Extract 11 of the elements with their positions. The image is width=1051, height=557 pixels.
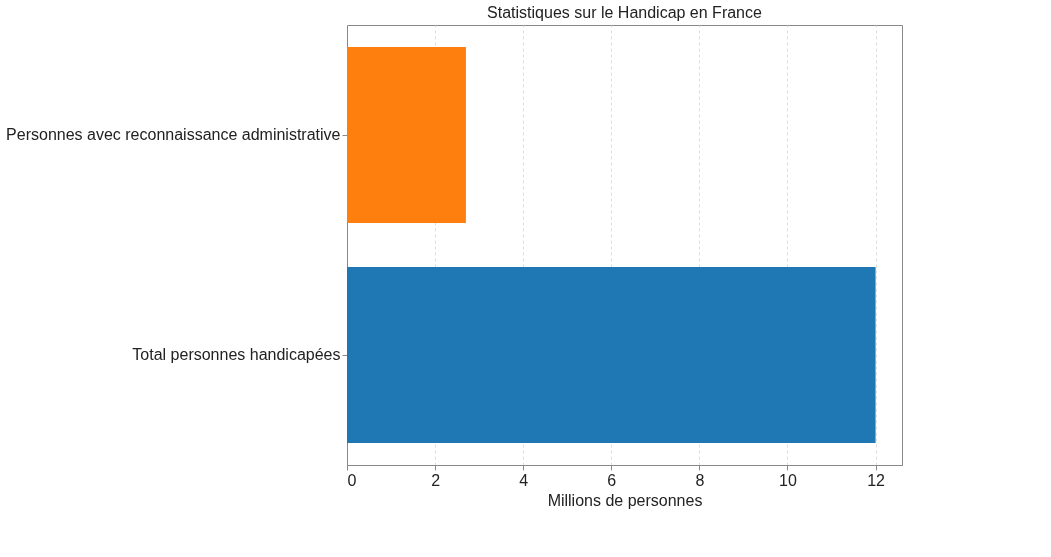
chart-title: Statistiques sur le Handicap en France bbox=[487, 4, 763, 21]
x-tick-label: 12 bbox=[867, 471, 886, 489]
x-tick-label: 0 bbox=[347, 471, 357, 489]
y-tick-label: Total personnes handicapées bbox=[132, 346, 341, 363]
x-tick-label: 6 bbox=[607, 471, 617, 489]
y-tick-label: Personnes avec reconnaissance administrative bbox=[6, 126, 341, 143]
x-tick-label: 2 bbox=[431, 471, 441, 489]
x-tick-label: 4 bbox=[519, 471, 529, 489]
x-axis-title: Millions de personnes bbox=[547, 491, 703, 509]
x-tick-label: 8 bbox=[695, 471, 705, 489]
x-tick-label: 10 bbox=[779, 471, 797, 489]
